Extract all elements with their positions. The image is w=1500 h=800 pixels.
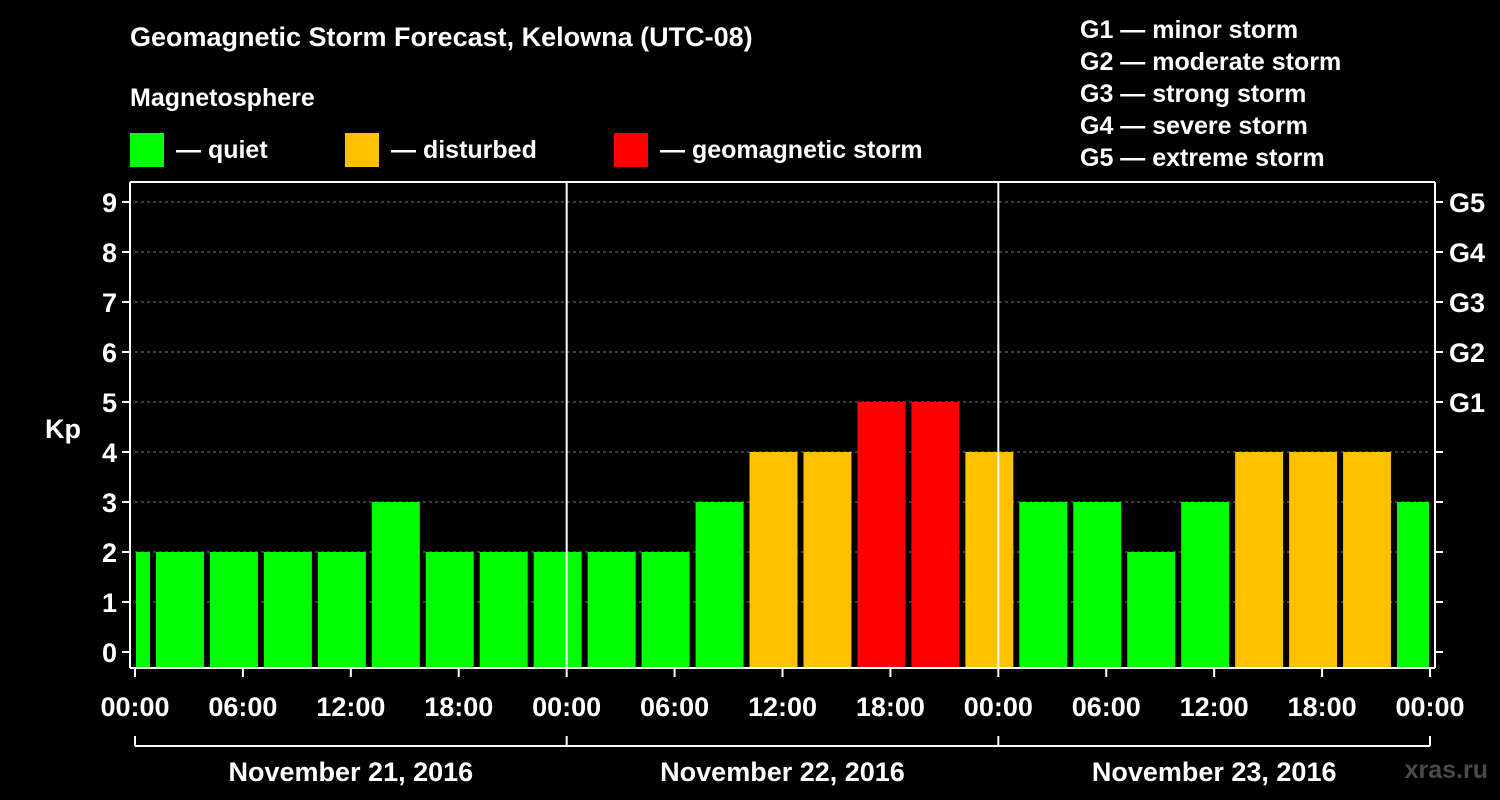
- legend-swatch-storm: [614, 133, 648, 167]
- y-tick-label: 6: [102, 338, 117, 368]
- bar-disturbed: [803, 452, 852, 668]
- bar-quiet: [1019, 502, 1068, 668]
- g-level-label: G2: [1449, 338, 1485, 368]
- bar-storm: [857, 402, 906, 668]
- x-tick-label: 12:00: [748, 692, 817, 722]
- bar-quiet: [587, 552, 636, 668]
- bar-quiet: [479, 552, 528, 668]
- bar-quiet: [317, 552, 366, 668]
- x-tick-label: 00:00: [1395, 692, 1464, 722]
- legend-label-quiet: — quiet: [176, 135, 268, 164]
- x-tick-label: 12:00: [316, 692, 385, 722]
- bar-quiet: [155, 552, 204, 668]
- y-tick-label: 7: [102, 288, 117, 318]
- legend-item-quiet: — quiet: [130, 133, 268, 167]
- legend-item-storm: — geomagnetic storm: [614, 133, 923, 167]
- legend-item-disturbed: — disturbed: [345, 133, 537, 167]
- chart-title: Geomagnetic Storm Forecast, Kelowna (UTC…: [130, 22, 753, 52]
- x-tick-label: 18:00: [1288, 692, 1357, 722]
- g-level-label: G4: [1449, 238, 1485, 268]
- x-tick-label: 18:00: [856, 692, 925, 722]
- bar-disturbed: [965, 452, 1014, 668]
- x-tick-label: 00:00: [532, 692, 601, 722]
- legend-label-disturbed: — disturbed: [391, 135, 537, 164]
- watermark: xras.ru: [1404, 756, 1488, 784]
- bar-quiet: [695, 502, 744, 668]
- y-tick-label: 8: [102, 238, 117, 268]
- bar-quiet: [371, 502, 420, 668]
- bar-quiet: [1181, 502, 1230, 668]
- bar-quiet: [209, 552, 258, 668]
- bar-quiet: [1397, 502, 1429, 668]
- bar-disturbed: [1289, 452, 1338, 668]
- x-tick-label: 12:00: [1180, 692, 1249, 722]
- y-tick-label: 4: [102, 438, 117, 468]
- day-label: November 23, 2016: [1092, 757, 1337, 787]
- legend-swatch-disturbed: [345, 133, 379, 167]
- y-tick-label: 1: [102, 588, 117, 618]
- bar-disturbed: [1235, 452, 1284, 668]
- legend-label-storm: — geomagnetic storm: [660, 135, 923, 164]
- bar-quiet: [1127, 552, 1176, 668]
- bar-disturbed: [1343, 452, 1392, 668]
- bar-quiet: [1073, 502, 1122, 668]
- x-tick-label: 06:00: [640, 692, 709, 722]
- day-label: November 22, 2016: [660, 757, 905, 787]
- g-scale-legend: G1 — minor storm G2 — moderate storm G3 …: [1080, 14, 1341, 174]
- bar-quiet: [641, 552, 690, 668]
- y-axis-label: Kp: [45, 414, 81, 444]
- g-scale-g2: G2 — moderate storm: [1080, 48, 1342, 76]
- bar-quiet: [533, 552, 582, 668]
- day-label: November 21, 2016: [229, 757, 474, 787]
- g-level-label: G5: [1449, 188, 1485, 218]
- x-tick-label: 00:00: [100, 692, 169, 722]
- bar-quiet: [136, 552, 150, 668]
- axes: 0 1 2 3 4 5 6 7 8 9 G1 G2 G3 G4 G5 00:00 06:00 12:00 18:00…: [100, 181, 1485, 787]
- x-tick-label: 06:00: [208, 692, 277, 722]
- g-scale-g3: G3 — strong storm: [1080, 80, 1307, 108]
- g-level-label: G3: [1449, 288, 1485, 318]
- g-level-label: G1: [1449, 388, 1485, 418]
- legend-swatch-quiet: [130, 133, 164, 167]
- y-tick-label: 9: [102, 188, 117, 218]
- y-tick-label: 3: [102, 488, 117, 518]
- magnetosphere-heading: Magnetosphere: [130, 84, 315, 112]
- g-scale-g4: G4 — severe storm: [1080, 112, 1308, 140]
- y-tick-label: 5: [102, 388, 117, 418]
- bar-quiet: [263, 552, 312, 668]
- x-tick-label: 06:00: [1072, 692, 1141, 722]
- bar-disturbed: [749, 452, 798, 668]
- y-tick-label: 0: [102, 638, 117, 668]
- g-scale-g1: G1 — minor storm: [1080, 16, 1299, 44]
- y-tick-label: 2: [102, 538, 117, 568]
- x-tick-label: 00:00: [964, 692, 1033, 722]
- x-tick-label: 18:00: [424, 692, 493, 722]
- g-scale-g5: G5 — extreme storm: [1080, 144, 1325, 172]
- bar-storm: [911, 402, 960, 668]
- bar-quiet: [425, 552, 474, 668]
- bars: [136, 402, 1429, 668]
